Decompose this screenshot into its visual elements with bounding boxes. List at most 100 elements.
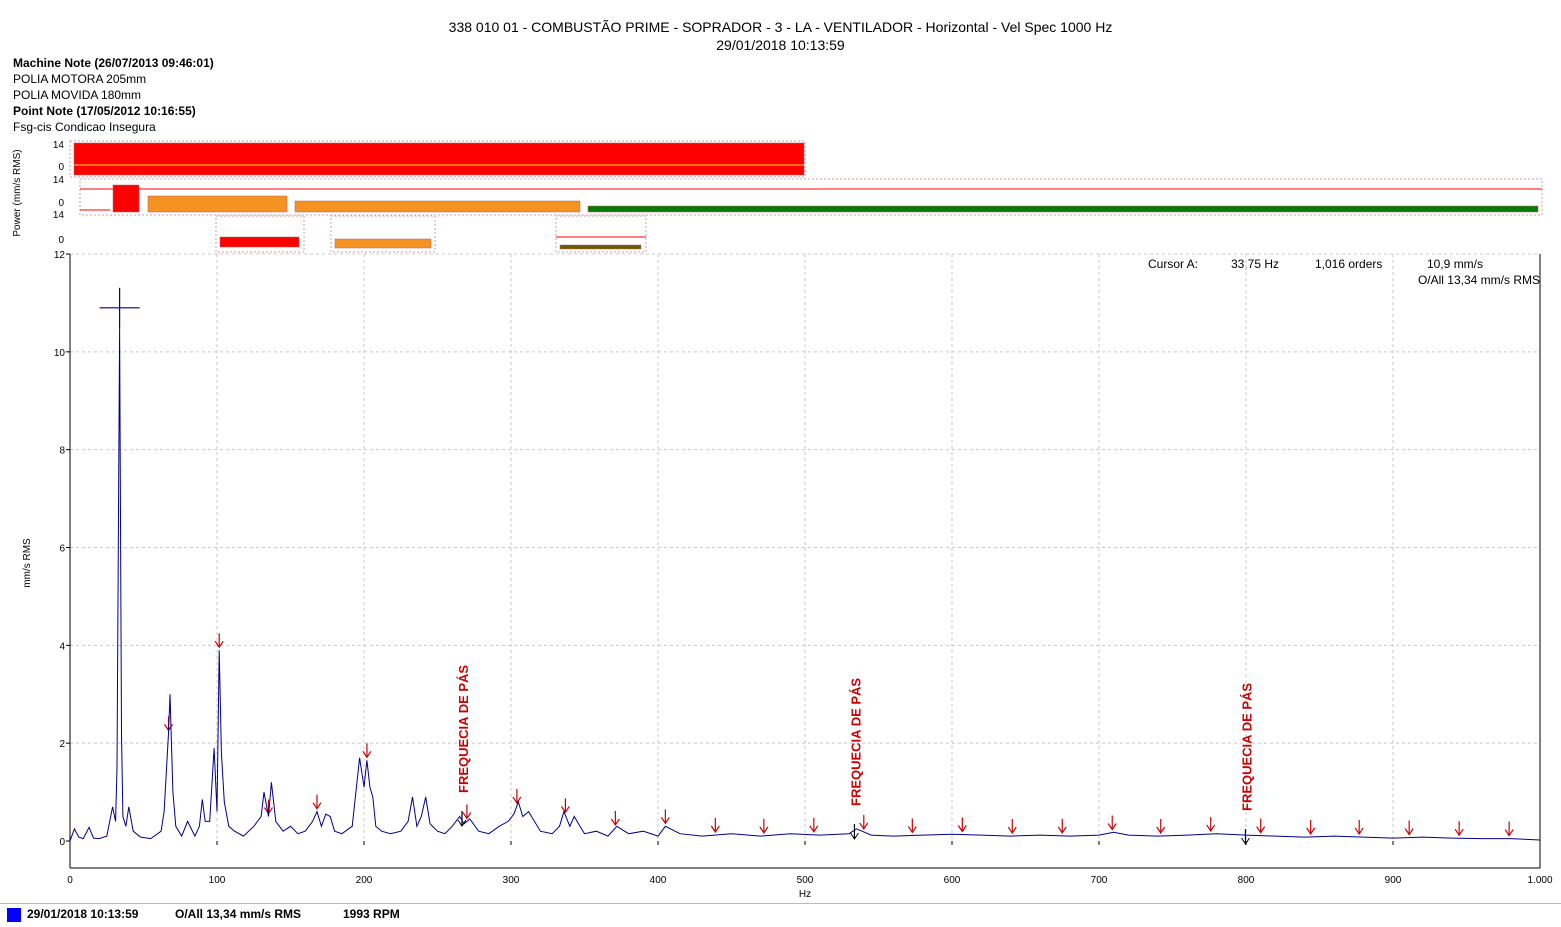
y-tick-label: 0 xyxy=(59,837,65,848)
harmonic-arrow xyxy=(214,633,224,649)
power-band-sub-3[interactable] xyxy=(559,244,642,250)
power-band-mid[interactable] xyxy=(294,200,581,213)
x-tick-label: 600 xyxy=(944,875,961,886)
harmonic-arrow-head xyxy=(957,825,967,833)
x-tick-label: 500 xyxy=(797,875,814,886)
harmonic-arrow-head xyxy=(610,818,620,827)
y-tick-label: 2 xyxy=(59,739,65,750)
harmonic-arrow-head xyxy=(907,826,917,834)
cursor-orders: 1,016 orders xyxy=(1315,257,1383,271)
y-tick-label: 6 xyxy=(59,544,65,555)
power-band-frame xyxy=(555,215,647,253)
cursor-label: Cursor A: xyxy=(1148,257,1199,271)
power-band-high[interactable] xyxy=(587,205,1539,213)
y-tick-label: 12 xyxy=(54,250,66,261)
blade-pass-label: FREQUECIA DE PÁS xyxy=(848,678,863,806)
y-axis-label: mm/s RMS xyxy=(22,538,33,588)
harmonic-arrow xyxy=(610,810,620,827)
chart-title: 338 010 01 - COMBUSTÃO PRIME - SOPRADOR … xyxy=(448,19,1113,35)
harmonic-arrow-head xyxy=(1206,824,1216,833)
harmonic-arrow xyxy=(1206,816,1216,833)
harmonic-arrow-head xyxy=(1504,829,1514,837)
power-tick-label: 0 xyxy=(58,162,64,173)
harmonic-arrow xyxy=(1354,819,1364,836)
harmonic-arrow xyxy=(1256,818,1266,834)
harmonic-arrow xyxy=(362,743,372,759)
harmonic-arrow-head xyxy=(312,802,322,810)
harmonic-arrow xyxy=(1057,818,1067,834)
power-band-frame xyxy=(215,215,305,253)
x-tick-label: 700 xyxy=(1091,875,1108,886)
harmonic-arrow xyxy=(809,817,819,833)
harmonic-arrow-head xyxy=(462,812,472,820)
point-note-heading: Point Note (17/05/2012 10:16:55) xyxy=(13,104,196,118)
power-band-2x[interactable] xyxy=(147,195,288,213)
point-note-line-1: Fsg-cis Condicao Insegura xyxy=(13,120,156,134)
harmonic-arrow-head xyxy=(1057,826,1067,834)
power-ylabel: Power (mm/s RMS) xyxy=(12,149,23,236)
harmonic-arrow-head xyxy=(1306,827,1316,835)
machine-note-line-1: POLIA MOTORA 205mm xyxy=(13,72,147,86)
harmonic-arrow-head xyxy=(362,750,372,759)
legend-overall: O/All 13,34 mm/s RMS xyxy=(175,907,302,921)
harmonic-arrow xyxy=(1404,820,1414,836)
legend-rpm: 1993 RPM xyxy=(343,907,400,921)
power-band-frame xyxy=(79,178,1543,216)
power-tick-label: 14 xyxy=(53,175,65,186)
chart-date: 29/01/2018 10:13:59 xyxy=(716,37,845,53)
harmonic-arrow xyxy=(957,817,967,833)
power-band-sub-2[interactable] xyxy=(334,238,432,249)
harmonic-arrow xyxy=(1007,819,1017,835)
harmonic-arrow-head xyxy=(1107,823,1117,831)
harmonic-arrow-head xyxy=(512,796,522,805)
harmonic-arrow xyxy=(462,804,472,820)
x-axis-label: Hz xyxy=(799,889,811,900)
blade-pass-marker-head xyxy=(457,819,467,827)
harmonic-arrow xyxy=(1107,815,1117,831)
harmonic-arrow xyxy=(312,794,322,810)
legend-date: 29/01/2018 10:13:59 xyxy=(27,907,139,921)
spectrum-chart: 0 100 200 300 400 500 600 700 800 900 1.000 0 2 4 6 8 10… xyxy=(22,250,1553,900)
harmonic-arrow xyxy=(1306,819,1316,835)
blade-pass-marker-head xyxy=(850,832,859,840)
x-tick-label: 100 xyxy=(209,875,226,886)
x-tick-label: 200 xyxy=(356,875,373,886)
blade-pass-marker-head xyxy=(1241,837,1250,845)
machine-note-heading: Machine Note (26/07/2013 09:46:01) xyxy=(13,56,214,70)
harmonic-arrow-head xyxy=(1404,828,1414,836)
y-tick-label: 10 xyxy=(54,348,66,359)
harmonic-arrow xyxy=(1454,821,1464,837)
power-band-frame xyxy=(69,140,806,178)
harmonic-arrow-head xyxy=(809,825,819,833)
power-band-frame xyxy=(330,215,436,253)
power-band-1x[interactable] xyxy=(112,184,140,213)
power-tick-label: 14 xyxy=(53,210,65,221)
harmonic-arrow-head xyxy=(859,822,869,831)
x-tick-label: 1.000 xyxy=(1527,875,1552,886)
machine-note-line-2: POLIA MOVIDA 180mm xyxy=(13,88,142,102)
y-tick-label: 4 xyxy=(59,641,65,652)
y-tick-label: 8 xyxy=(59,446,65,457)
legend-bar: 29/01/2018 10:13:59 O/All 13,34 mm/s RMS… xyxy=(0,903,1561,927)
harmonic-arrow xyxy=(759,818,769,834)
harmonic-arrow-head xyxy=(660,816,670,825)
harmonic-arrow xyxy=(907,818,917,834)
harmonic-arrow xyxy=(859,814,869,831)
harmonic-arrow xyxy=(710,818,720,834)
harmonic-arrow-head xyxy=(710,825,720,834)
legend-swatch[interactable] xyxy=(7,908,21,922)
blade-pass-label: FREQUECIA DE PÁS xyxy=(1239,683,1254,811)
harmonic-arrow xyxy=(1504,821,1514,837)
harmonic-arrow-head xyxy=(214,640,224,649)
x-tick-label: 900 xyxy=(1385,875,1402,886)
power-band-sub-1[interactable] xyxy=(219,236,300,248)
harmonic-arrow xyxy=(1156,819,1166,835)
harmonic-arrow xyxy=(512,788,522,805)
harmonic-arrow-head xyxy=(560,805,570,814)
harmonic-arrow-head xyxy=(1156,826,1166,835)
x-tick-label: 300 xyxy=(503,875,520,886)
cursor-overall: O/All 13,34 mm/s RMS xyxy=(1417,273,1540,287)
power-band-overall[interactable] xyxy=(73,142,805,176)
power-tick-label: 14 xyxy=(53,140,65,151)
